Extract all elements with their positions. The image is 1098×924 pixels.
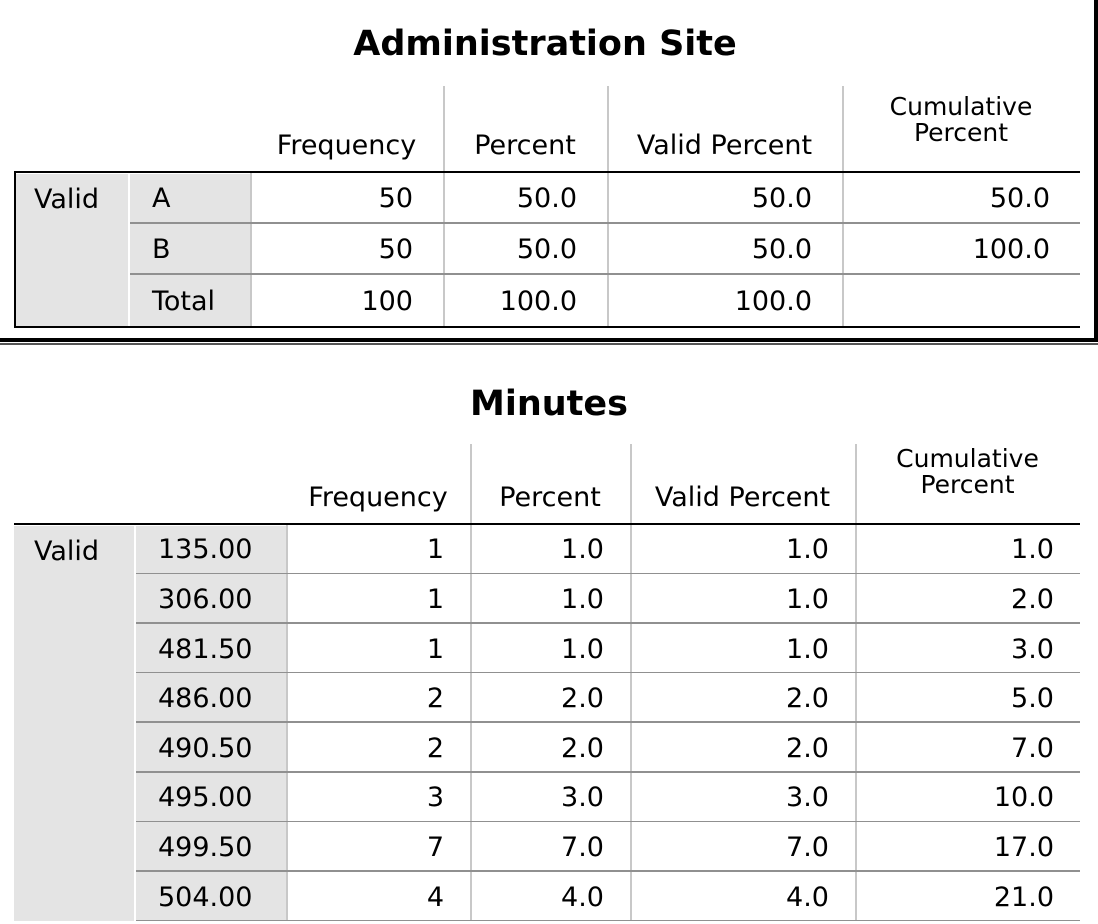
column-header-cumulative-percent: Cumulative Percent	[855, 444, 1080, 500]
cell-cumulative-percent: 100.0	[972, 234, 1050, 265]
cell-percent: 50.0	[516, 234, 577, 265]
output-frame-right-border	[1094, 0, 1098, 342]
cell-cumulative-percent: 3.0	[1011, 633, 1054, 665]
table-title: Administration Site	[353, 24, 737, 64]
cell-frequency: 100	[361, 286, 413, 317]
row-rule	[130, 222, 1080, 224]
row-label: 504.00	[158, 881, 253, 913]
column-separator	[607, 86, 609, 327]
cell-percent: 2.0	[561, 732, 604, 764]
table-title: Minutes	[470, 384, 628, 424]
cell-frequency: 7	[426, 831, 444, 863]
column-header-valid-percent: Valid Percent	[636, 130, 813, 161]
cell-percent: 100.0	[499, 286, 577, 317]
column-separator	[443, 86, 445, 327]
cell-percent: 1.0	[561, 583, 604, 615]
cell-cumulative-percent: 21.0	[993, 881, 1054, 913]
output-separator	[0, 338, 1098, 342]
column-header-cumulative-line1: Cumulative	[896, 444, 1039, 473]
cell-frequency: 50	[378, 234, 413, 265]
cell-valid-percent: 2.0	[786, 683, 829, 715]
row-label: 486.00	[158, 683, 253, 715]
header-rule	[14, 523, 1080, 525]
cell-valid-percent: 1.0	[786, 583, 829, 615]
cell-percent: 1.0	[561, 534, 604, 566]
cell-cumulative-percent: 1.0	[1011, 534, 1054, 566]
row-label: 481.50	[158, 633, 253, 665]
column-header-frequency: Frequency	[276, 130, 417, 161]
row-label: 306.00	[158, 583, 253, 615]
cell-cumulative-percent: 10.0	[993, 782, 1054, 814]
row-group-label: Valid	[34, 536, 100, 567]
row-rule	[136, 622, 1080, 624]
cell-valid-percent: 4.0	[786, 881, 829, 913]
row-label: 490.50	[158, 732, 253, 764]
row-group-label: Valid	[34, 184, 100, 215]
cell-valid-percent: 50.0	[751, 183, 812, 214]
cell-valid-percent: 2.0	[786, 732, 829, 764]
cell-frequency: 4	[426, 881, 444, 913]
row-rule	[130, 273, 1080, 275]
row-header-shading	[14, 174, 250, 327]
row-header-shading	[14, 526, 286, 921]
row-label: Total	[152, 286, 216, 317]
row-label: 495.00	[158, 782, 253, 814]
cell-cumulative-percent: 50.0	[989, 183, 1050, 214]
cell-cumulative-percent: 2.0	[1011, 583, 1054, 615]
cell-cumulative-percent: 7.0	[1011, 732, 1054, 764]
header-rule	[14, 171, 1080, 173]
row-header-divider	[128, 174, 130, 327]
row-rule	[136, 919, 1080, 922]
column-separator	[630, 444, 632, 921]
row-rule	[136, 820, 1080, 823]
cell-frequency: 50	[378, 183, 413, 214]
column-header-percent: Percent	[499, 482, 601, 513]
column-separator	[250, 172, 252, 327]
column-header-frequency: Frequency	[308, 482, 448, 513]
column-separator	[470, 444, 472, 921]
cell-percent: 3.0	[561, 782, 604, 814]
cell-frequency: 1	[426, 583, 444, 615]
cell-frequency: 1	[426, 534, 444, 566]
column-separator	[842, 86, 844, 327]
cell-cumulative-percent: 5.0	[1011, 683, 1054, 715]
cell-frequency: 2	[426, 683, 444, 715]
cell-percent: 50.0	[516, 183, 577, 214]
cell-valid-percent: 3.0	[786, 782, 829, 814]
row-rule	[136, 771, 1080, 773]
row-rule	[136, 572, 1080, 575]
table-bottom-rule	[14, 326, 1080, 328]
row-rule	[136, 721, 1080, 723]
row-label: 499.50	[158, 831, 253, 863]
cell-percent: 2.0	[561, 683, 604, 715]
row-label: 135.00	[158, 534, 253, 566]
cell-cumulative-percent: 17.0	[993, 831, 1054, 863]
column-header-cumulative-percent: Cumulative Percent	[842, 92, 1080, 148]
cell-valid-percent: 50.0	[751, 234, 812, 265]
row-label: A	[152, 183, 171, 214]
cell-valid-percent: 7.0	[786, 831, 829, 863]
cell-percent: 1.0	[561, 633, 604, 665]
output-separator-secondary	[0, 343, 1098, 345]
column-header-percent: Percent	[474, 130, 576, 161]
row-rule	[136, 671, 1080, 674]
row-header-divider	[134, 526, 136, 921]
row-rule	[136, 870, 1080, 872]
row-label: B	[152, 234, 171, 265]
cell-percent: 7.0	[561, 831, 604, 863]
cell-frequency: 2	[426, 732, 444, 764]
cell-valid-percent: 1.0	[786, 534, 829, 566]
cell-percent: 4.0	[561, 881, 604, 913]
column-header-cumulative-line2: Percent	[920, 470, 1015, 500]
cell-valid-percent: 100.0	[734, 286, 812, 317]
table-left-border	[14, 172, 16, 327]
column-header-valid-percent: Valid Percent	[654, 482, 831, 513]
cell-valid-percent: 1.0	[786, 633, 829, 665]
cell-frequency: 1	[426, 633, 444, 665]
column-separator	[855, 444, 857, 921]
cell-frequency: 3	[426, 782, 444, 814]
column-header-cumulative-line2: Percent	[913, 118, 1009, 148]
column-header-cumulative-line1: Cumulative	[889, 92, 1033, 121]
